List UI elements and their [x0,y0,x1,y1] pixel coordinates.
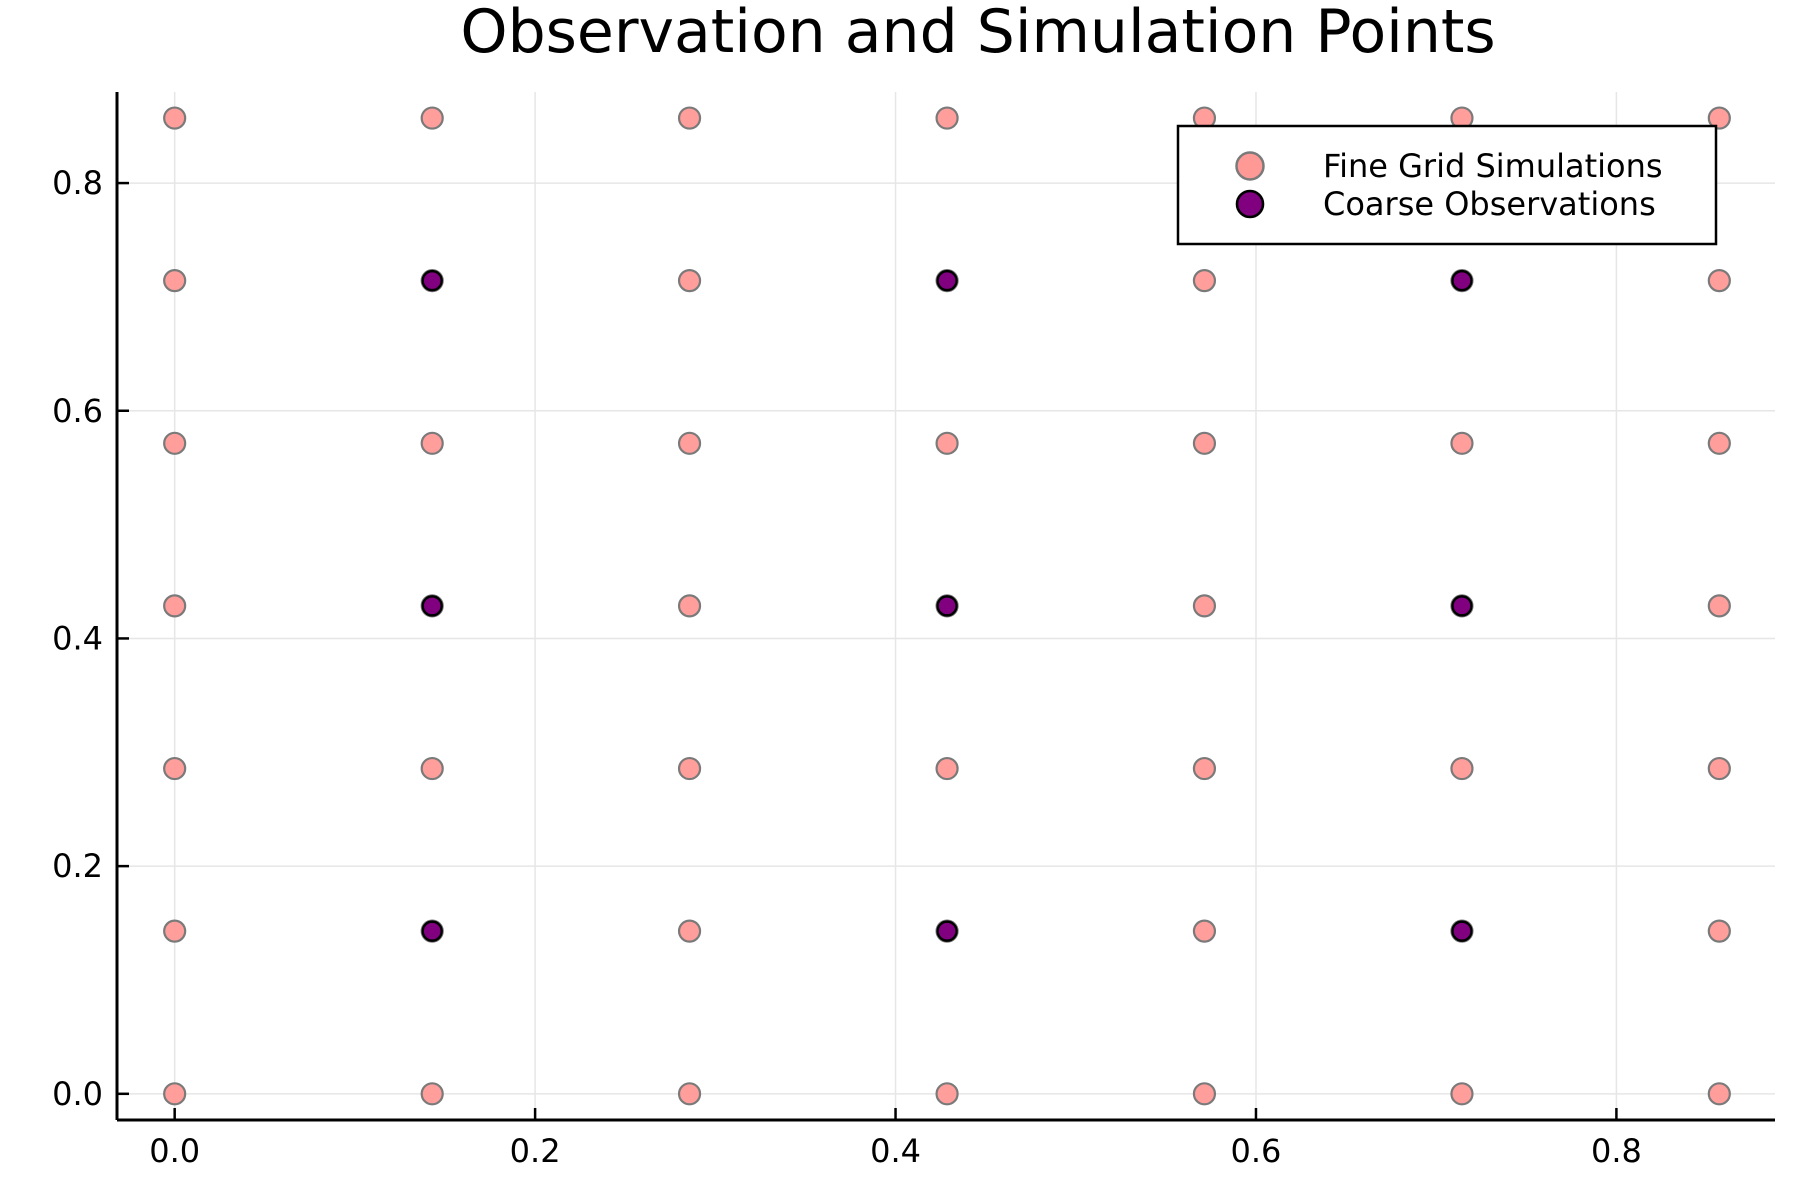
fine-grid-point-2-2 [677,756,702,781]
legend-label-1: Coarse Observations [1323,185,1656,223]
fine-grid-point-2-6 [677,106,702,130]
fine-grid-point-0-2 [163,756,187,781]
y-tick-label-0: 0.0 [52,1075,103,1113]
fine-grid-point-4-4 [1192,431,1217,455]
series-coarse-observations [421,269,1473,942]
fine-grid-point-6-2 [1707,756,1731,781]
legend-box [1176,124,1718,246]
observation-point-1-0 [936,920,958,942]
observation-point-0-1 [421,595,443,617]
fine-grid-point-1-6 [420,106,444,130]
fine-grid-point-5-4 [1450,431,1474,455]
x-tick-label-1: 0.2 [510,1132,561,1170]
fine-grid-point-1-0 [420,1082,444,1106]
fine-grid-point-3-4 [935,431,959,455]
fine-grid-point-3-2 [935,756,959,781]
fine-grid-point-6-3 [1707,594,1731,618]
axes [115,92,1775,1122]
y-tick-label-3: 0.6 [52,392,103,430]
fine-grid-point-2-1 [677,919,702,943]
data-points [163,106,1731,1106]
fine-grid-point-2-4 [677,431,702,455]
fine-grid-point-0-0 [163,1082,187,1106]
fine-grid-point-0-1 [163,919,187,943]
fine-grid-point-2-0 [677,1082,702,1106]
legend-marker-0 [1235,151,1265,181]
fine-grid-point-5-0 [1450,1082,1474,1106]
ticks: 0.0 0.2 0.4 0.6 0.8 0.0 0.2 0.4 0.6 0.8 [52,164,1642,1170]
y-tick-label-1: 0.2 [52,847,103,885]
fine-grid-point-1-4 [420,431,444,455]
chart-title: Observation and Simulation Points [460,0,1495,67]
y-tick-label-4: 0.8 [52,164,103,202]
fine-grid-point-4-5 [1192,269,1217,293]
observation-point-2-2 [1451,269,1473,292]
fine-grid-point-0-6 [163,106,187,130]
observation-point-1-2 [936,269,958,292]
fine-grid-point-4-1 [1192,919,1217,943]
fine-grid-point-6-0 [1707,1082,1731,1106]
fine-grid-point-5-2 [1450,756,1474,781]
observation-point-1-1 [936,595,958,617]
fine-grid-point-2-5 [677,269,702,293]
x-tick-label-2: 0.4 [870,1132,921,1170]
fine-grid-point-6-1 [1707,919,1731,943]
fine-grid-point-2-3 [677,594,702,618]
x-tick-label-0: 0.0 [149,1132,200,1170]
fine-grid-point-1-2 [420,756,444,781]
fine-grid-point-4-0 [1192,1082,1217,1106]
observation-point-2-1 [1451,595,1473,617]
fine-grid-point-0-3 [163,594,187,618]
x-tick-label-4: 0.8 [1591,1132,1642,1170]
observation-point-2-0 [1451,920,1473,942]
fine-grid-point-6-6 [1707,106,1731,130]
fine-grid-point-0-4 [163,431,187,455]
legend-marker-1 [1235,189,1265,219]
observation-point-0-0 [421,920,443,942]
fine-grid-point-6-4 [1707,431,1731,455]
observation-point-0-2 [421,269,443,292]
fine-grid-point-4-2 [1192,756,1217,781]
fine-grid-point-3-6 [935,106,959,130]
fine-grid-point-0-5 [163,269,187,293]
fine-grid-point-4-3 [1192,594,1217,618]
x-tick-label-3: 0.6 [1231,1132,1282,1170]
fine-grid-point-3-0 [935,1082,959,1106]
legend-label-0: Fine Grid Simulations [1323,147,1663,185]
y-tick-label-2: 0.4 [52,619,103,657]
fine-grid-point-6-5 [1707,269,1731,293]
